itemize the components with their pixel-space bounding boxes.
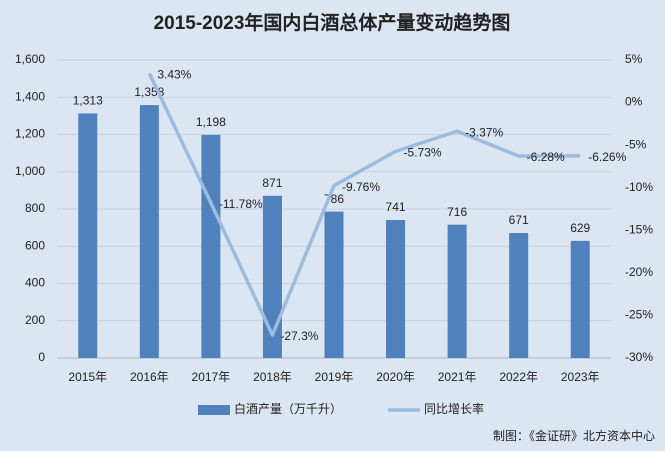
x-tick-label: 2015年 (68, 370, 107, 384)
y2-tick-label: 5% (625, 52, 643, 66)
bar (201, 134, 221, 358)
line-label: -27.3% (280, 329, 318, 343)
x-tick-label: 2023年 (561, 370, 600, 384)
y-tick-label: 400 (25, 276, 45, 290)
line-label: -6.28% (527, 150, 565, 164)
bar-label: 871 (262, 176, 282, 190)
bar (570, 240, 590, 358)
line-label: -5.73% (404, 146, 442, 160)
legend-label: 白酒产量（万千升） (234, 401, 342, 416)
x-tick-label: 2017年 (192, 370, 231, 384)
y-tick-label: 1,600 (15, 52, 45, 66)
y2-tick-label: -5% (625, 137, 647, 151)
y2-tick-label: -10% (625, 180, 653, 194)
line-label: -11.78% (219, 197, 263, 211)
line-label: -6.26% (588, 150, 626, 164)
bar (139, 105, 159, 358)
bar-label: 741 (386, 200, 406, 214)
x-tick-label: 2021年 (438, 370, 477, 384)
bar (386, 219, 406, 358)
y-tick-label: 800 (25, 201, 45, 215)
x-tick-label: 2019年 (315, 370, 354, 384)
bar-label: 629 (570, 221, 590, 235)
source: 制图：《金证研》北方资本中心 (493, 428, 655, 443)
bar-label: 1,313 (73, 94, 103, 108)
y-tick-label: 1,400 (15, 89, 45, 103)
line (147, 72, 581, 337)
bar (509, 233, 529, 358)
y-tick-label: 1,200 (15, 127, 45, 141)
y-tick-label: 600 (25, 238, 45, 252)
x-tick-label: 2018年 (253, 370, 292, 384)
x-tick-label: 2016年 (130, 370, 169, 384)
line-label: -3.37% (465, 125, 503, 139)
bar (324, 211, 344, 358)
bar-label: 671 (509, 213, 529, 227)
bar (262, 195, 282, 358)
legend-label: 同比增长率 (424, 401, 484, 416)
x-tick-label: 2020年 (376, 370, 415, 384)
y2-tick-label: -25% (625, 308, 653, 322)
line-label: -9.76% (342, 180, 380, 194)
line-label: 3.43% (157, 68, 191, 82)
y-tick-label: 1,000 (15, 164, 45, 178)
bar-label: 1,198 (196, 115, 226, 129)
y-tick-label: 0 (38, 350, 45, 364)
bar (447, 224, 467, 358)
y-tick-label: 200 (25, 313, 45, 327)
bar-label: 716 (447, 205, 467, 219)
legend-swatch (198, 405, 230, 415)
bar (78, 113, 98, 358)
y2-tick-label: -20% (625, 265, 653, 279)
y2-tick-label: 0% (625, 95, 643, 109)
y2-tick-label: -30% (625, 350, 653, 364)
x-tick-label: 2022年 (499, 370, 538, 384)
y2-tick-label: -15% (625, 222, 653, 236)
chart-title: 2015-2023年国内白酒总体产量变动趋势图 (154, 11, 511, 34)
